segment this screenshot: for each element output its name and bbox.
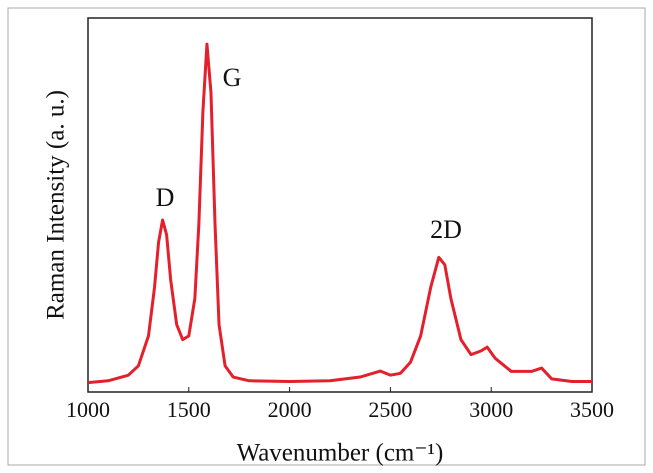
annotation: D [156,183,175,212]
x-tick-label: 3500 [570,397,614,422]
x-axis-label: Wavenumber (cm⁻¹) [237,440,444,467]
x-tick-label: 3000 [469,397,513,422]
x-tick-label: 2000 [268,397,312,422]
plot-frame [87,17,593,393]
y-axis-label: Raman Intensity (a. u.) [43,90,70,320]
x-tick-label: 2500 [368,397,412,422]
annotation: 2D [430,215,462,244]
x-tick-label: 1000 [66,397,110,422]
spectrum-line [87,42,592,385]
x-tick-label: 1500 [167,397,211,422]
annotation: G [223,63,242,92]
outer-border [7,7,646,466]
